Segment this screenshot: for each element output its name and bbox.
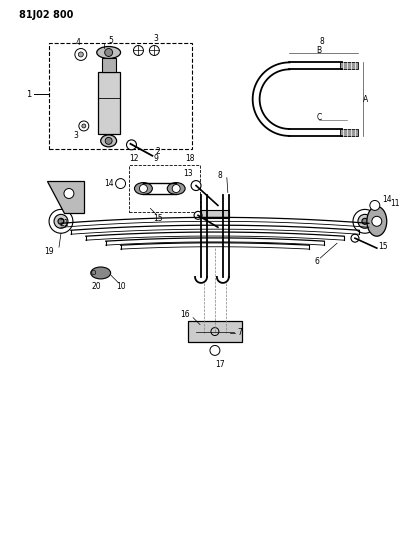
Circle shape — [140, 184, 147, 192]
Text: 2: 2 — [156, 147, 161, 156]
Ellipse shape — [101, 135, 116, 147]
Circle shape — [116, 179, 125, 189]
Circle shape — [105, 138, 112, 144]
Text: O: O — [91, 270, 96, 276]
Bar — [102, 59, 116, 72]
Circle shape — [54, 214, 68, 228]
Text: 19: 19 — [44, 247, 54, 256]
Text: 13: 13 — [183, 169, 193, 178]
Text: 16: 16 — [180, 310, 190, 319]
Text: A: A — [363, 95, 368, 103]
Text: 15: 15 — [153, 214, 163, 223]
Circle shape — [75, 49, 87, 60]
Text: 21: 21 — [59, 219, 69, 228]
Circle shape — [353, 209, 377, 233]
Text: 1: 1 — [26, 90, 32, 99]
Text: 11: 11 — [390, 199, 399, 208]
Text: 17: 17 — [215, 360, 225, 369]
Circle shape — [82, 124, 86, 128]
Bar — [129, 165, 200, 212]
Text: B: B — [317, 46, 322, 55]
Circle shape — [105, 49, 113, 56]
Text: 7: 7 — [237, 328, 242, 337]
Text: 9: 9 — [154, 154, 159, 163]
Circle shape — [172, 184, 180, 192]
Circle shape — [351, 234, 359, 242]
Text: C: C — [317, 112, 322, 122]
Text: 14: 14 — [382, 195, 392, 204]
Circle shape — [58, 219, 64, 224]
Text: 3: 3 — [73, 132, 78, 140]
Circle shape — [210, 345, 220, 356]
Text: 18: 18 — [185, 154, 195, 163]
Text: 10: 10 — [116, 282, 125, 292]
Bar — [340, 62, 358, 69]
Ellipse shape — [91, 267, 111, 279]
Text: 12: 12 — [129, 154, 138, 163]
Circle shape — [372, 216, 382, 227]
Bar — [340, 129, 358, 136]
Circle shape — [149, 45, 159, 55]
Circle shape — [64, 189, 74, 198]
Circle shape — [133, 45, 143, 55]
Text: 5: 5 — [108, 36, 113, 45]
Circle shape — [358, 214, 372, 228]
Ellipse shape — [367, 206, 387, 236]
Bar — [201, 211, 229, 219]
Circle shape — [49, 209, 73, 233]
Circle shape — [127, 140, 136, 150]
Text: 8: 8 — [320, 37, 324, 46]
Text: 4: 4 — [75, 38, 80, 47]
Text: 15: 15 — [378, 241, 387, 251]
Ellipse shape — [167, 183, 185, 195]
Ellipse shape — [134, 183, 152, 195]
Circle shape — [362, 219, 368, 224]
Text: 8: 8 — [217, 171, 222, 180]
Text: 20: 20 — [92, 282, 101, 292]
Bar — [98, 72, 120, 134]
Text: 3: 3 — [154, 34, 159, 43]
Polygon shape — [47, 181, 84, 213]
Bar — [188, 321, 242, 343]
Bar — [49, 43, 192, 149]
Circle shape — [191, 181, 201, 190]
Text: 6: 6 — [315, 256, 319, 265]
Circle shape — [194, 212, 202, 219]
Circle shape — [79, 52, 83, 57]
Ellipse shape — [97, 46, 120, 59]
Circle shape — [370, 200, 380, 211]
Text: 14: 14 — [104, 179, 114, 188]
Circle shape — [79, 121, 89, 131]
Text: 81J02 800: 81J02 800 — [19, 10, 74, 20]
